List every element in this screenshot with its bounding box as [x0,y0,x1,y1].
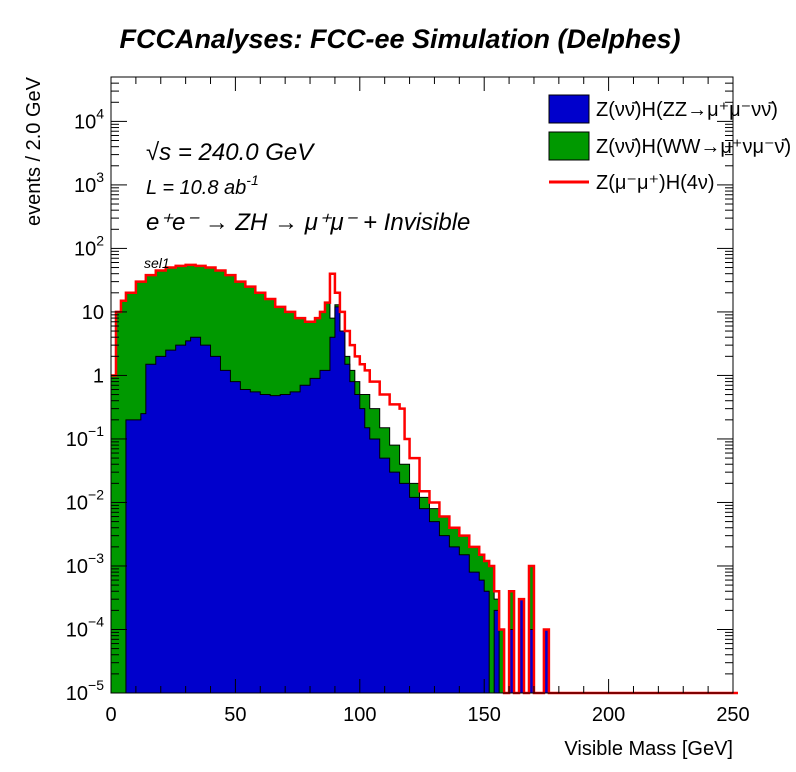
x-axis-label: Visible Mass [GeV] [564,738,733,760]
series-zz-fill [111,306,554,694]
y-tick-label: 104 [74,105,104,133]
x-tick-label: 50 [224,704,246,726]
legend-swatch [548,94,590,124]
legend-label: Z(νν̄)H(ZZ→μ⁺μ⁻νν̄) [596,99,778,121]
luminosity-annotation: L = 10.8 ab-1 [146,172,259,199]
x-tick-label: 0 [105,704,116,726]
x-tick-label: 150 [468,704,501,726]
legend-label: Z(μ⁻μ⁺)H(4ν) [596,172,715,194]
series-4nu-line [111,263,738,695]
y-tick-label: 103 [74,169,104,197]
legend-label: Z(νν̄)H(WW→μ⁺νμ⁻ν̄) [596,136,791,158]
legend-entry-ww: Z(νν̄)H(WW→μ⁺νμ⁻ν̄) [548,131,791,161]
chart-title: FCCAnalyses: FCC-ee Simulation (Delphes) [119,24,680,54]
x-tick-label: 250 [716,704,749,726]
y-tick-label: 102 [74,232,104,260]
legend-entry-zz: Z(νν̄)H(ZZ→μ⁺μ⁻νν̄) [548,94,778,124]
y-tick-label: 10−1 [66,423,104,451]
x-tick-label: 100 [343,704,376,726]
y-tick-label: 10−5 [66,677,104,705]
legend-entry-4nu: Z(μ⁻μ⁺)H(4ν) [549,172,715,194]
y-axis-label: events / 2.0 GeV [23,76,45,226]
process-annotation: e⁺e⁻ → ZH → μ⁺μ⁻ + Invisible [146,209,470,236]
y-tick-label: 1 [93,365,104,387]
legend-swatch [548,131,590,161]
energy-annotation: √s = 240.0 GeV [146,139,315,166]
y-tick-label: 10−3 [66,550,104,578]
y-tick-label: 10−4 [66,613,104,641]
x-tick-label: 200 [592,704,625,726]
y-tick-label: 10−2 [66,486,104,514]
selection-label: sel1 [144,255,170,271]
y-tick-label: 10 [82,302,104,324]
